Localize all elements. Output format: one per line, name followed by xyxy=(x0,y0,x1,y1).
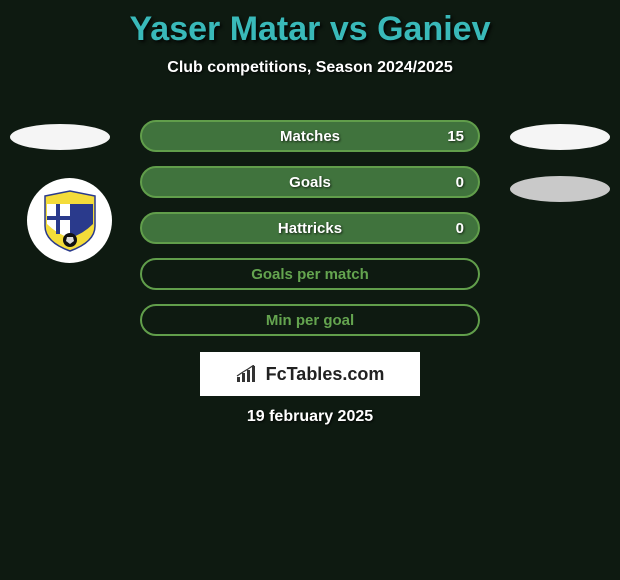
bar-label: Goals xyxy=(289,174,331,191)
bar-label: Goals per match xyxy=(251,266,369,283)
player-slot-right-1 xyxy=(510,124,610,150)
bar-matches: Matches 15 xyxy=(140,120,480,152)
bars-icon xyxy=(236,365,260,383)
bar-value: 0 xyxy=(456,220,464,237)
player-slot-left xyxy=(10,124,110,150)
page-title: Yaser Matar vs Ganiev xyxy=(0,0,620,49)
brand-text: FcTables.com xyxy=(266,364,385,385)
bar-goals-per-match: Goals per match xyxy=(140,258,480,290)
bar-hattricks: Hattricks 0 xyxy=(140,212,480,244)
club-shield-icon xyxy=(43,190,97,252)
player-slot-right-2 xyxy=(510,176,610,202)
bar-label: Matches xyxy=(280,128,340,145)
bar-label: Hattricks xyxy=(278,220,342,237)
club-badge xyxy=(27,178,112,263)
subtitle: Club competitions, Season 2024/2025 xyxy=(0,59,620,77)
bar-goals: Goals 0 xyxy=(140,166,480,198)
bar-value: 0 xyxy=(456,174,464,191)
bar-value: 15 xyxy=(447,128,464,145)
date-text: 19 february 2025 xyxy=(0,408,620,426)
bar-min-per-goal: Min per goal xyxy=(140,304,480,336)
brand-box: FcTables.com xyxy=(200,352,420,396)
bar-label: Min per goal xyxy=(266,312,354,329)
stats-bars: Matches 15 Goals 0 Hattricks 0 Goals per… xyxy=(140,120,480,350)
